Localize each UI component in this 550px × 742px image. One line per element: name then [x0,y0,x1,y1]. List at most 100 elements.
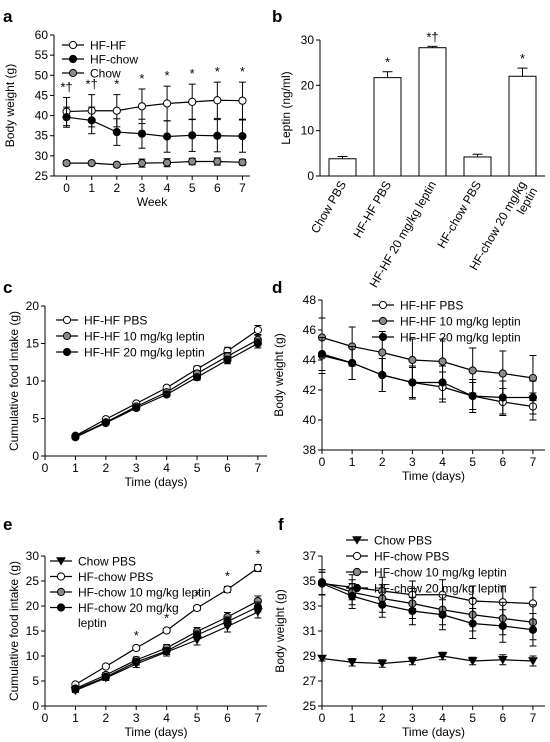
x-tick-label: 6 [224,461,231,475]
data-point [87,116,96,125]
data-point [253,325,262,335]
data-point [348,358,357,368]
data-point [192,603,202,613]
y-tick-label: 40 [35,109,49,123]
legend-marker [378,332,388,342]
y-tick-label: 30 [35,149,49,163]
x-tick-label: 1 [349,455,356,469]
significance-mark: * [240,64,245,79]
x-tick-label: 5 [194,711,201,725]
data-point [162,646,171,656]
x-tick-label: 4 [164,181,171,195]
x-tick-label: 4 [439,711,446,725]
y-tick-label: 20 [26,299,40,313]
legend-marker [352,551,362,561]
data-point [437,652,448,661]
y-axis-label: Body weight (g) [272,333,286,416]
y-tick-label: 48 [303,293,317,307]
data-point [137,102,147,111]
significance-mark: *† [86,77,98,92]
y-tick-label: 44 [303,353,317,367]
data-point [101,662,110,671]
legend-marker [352,583,362,593]
y-tick-label: 10 [26,374,40,388]
data-point [378,600,387,609]
significance-mark: * [225,569,230,584]
x-tick-label: 1 [88,181,95,195]
y-tick-label: 15 [26,624,40,638]
x-tick-label: 7 [530,455,537,469]
significance-mark: * [255,547,260,562]
data-point [317,654,327,664]
significance-mark: *† [60,79,72,94]
data-point [162,132,172,141]
data-point [317,579,327,588]
y-tick-label: 25 [303,699,317,713]
panel-letter: b [272,7,282,26]
legend-marker [62,331,72,341]
data-point [498,621,507,631]
y-tick-label: 42 [303,383,317,397]
series-line [321,581,534,623]
data-point [378,370,387,380]
x-tick-label: 4 [163,711,170,725]
legend-marker [378,316,388,326]
y-tick-label: 15 [26,337,40,351]
x-tick-label: HF-HF PBS [350,179,394,241]
x-tick-label: 4 [163,461,170,475]
data-point [137,159,147,168]
significance-mark: * [164,611,169,626]
x-tick-label: 0 [319,711,326,725]
legend-marker [56,557,66,566]
x-axis-label: Time (days) [125,725,188,739]
data-point [223,355,232,365]
x-tick-label: 0 [319,455,326,469]
legend-label: HF-HF 10 mg/kg leptin [400,315,521,329]
y-tick-label: 20 [26,599,40,613]
bar [508,75,537,177]
data-point [498,369,507,378]
panel-letter: a [3,7,13,26]
y-tick-label: 0 [307,169,314,183]
data-point [238,158,247,167]
x-axis-label: Time (days) [125,475,188,489]
legend-label: Chow [90,67,121,81]
data-point [408,606,417,616]
x-tick-label: 6 [224,711,231,725]
x-tick-label: 5 [189,181,196,195]
data-point [438,378,447,387]
y-axis-label: Body weight (g) [273,589,287,672]
series-line [321,582,534,631]
data-point [213,157,222,166]
legend-label: HF-chow PBS [374,550,449,564]
data-point [468,391,477,401]
legend-marker [352,536,362,545]
y-tick-label: 33 [303,599,317,613]
x-tick-label: 1 [349,711,356,725]
y-tick-label: 50 [35,68,49,82]
x-tick-label: HF-chow PBS [434,179,484,251]
legend-label: Chow PBS [78,555,136,569]
legend-marker [62,347,72,357]
data-point [377,659,388,669]
legend-marker [378,300,388,310]
x-tick-label: Chow PBS [308,179,349,236]
significance-mark: * [215,64,220,79]
significance-mark: * [134,628,139,643]
y-tick-label: 5 [32,674,39,688]
y-tick-label: 37 [303,549,317,563]
data-point [238,132,247,141]
x-tick-label: 2 [102,461,109,475]
x-tick-label: 1 [72,711,79,725]
y-axis-label: Cumulative food intake (g) [7,561,21,701]
data-point [498,393,507,402]
panel-letter: d [272,278,282,297]
legend-label: HF-HF PBS [84,314,147,328]
y-axis-label: Body weight (g) [3,64,17,147]
data-point [62,159,71,168]
x-tick-label: 6 [499,455,506,469]
y-tick-label: 25 [26,574,40,588]
legend-label: HF-chow 10 mg/kg leptin [78,586,211,600]
